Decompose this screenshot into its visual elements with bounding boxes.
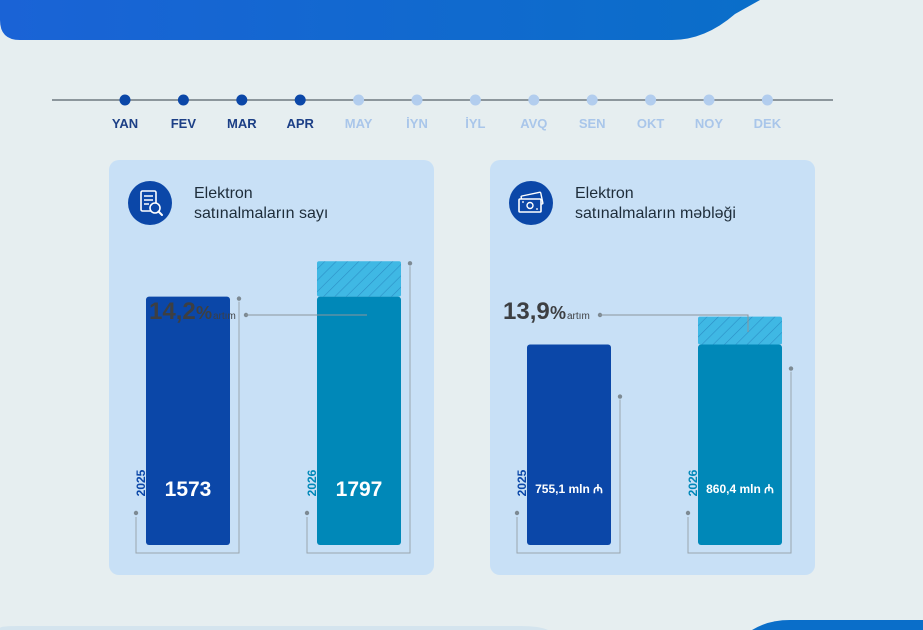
document-search-icon: [128, 181, 172, 225]
bar-2026-increase: [317, 261, 401, 297]
month-label: AVQ: [520, 116, 548, 131]
bar-2026: [317, 296, 401, 545]
month-label: OKT: [636, 116, 665, 131]
amount-bar-chart: 2025 2026 755,1 mln ₼ 860,4 mln ₼ 13,9% artım: [503, 298, 794, 554]
amount-card: Elektron satınalmaların məbləği 2025 2026…: [490, 160, 815, 575]
card-title: Elektron satınalmaların məbləği: [575, 185, 736, 222]
bar-2025: [146, 296, 230, 545]
increase-annotation: 13,9% artım: [503, 298, 749, 332]
month-label: NOY: [694, 116, 724, 131]
month-dot-avq: [528, 94, 540, 106]
month-dot-i̇yn: [411, 94, 423, 106]
increase-word: artım: [567, 311, 590, 322]
value-label: 1573: [165, 478, 212, 501]
month-dot-yan: [119, 94, 131, 106]
month-dot-okt: [645, 94, 657, 106]
month-label: SEN: [578, 116, 606, 131]
year-label: 2025: [515, 469, 529, 496]
month-dot-noy: [703, 94, 715, 106]
bar-2025: [527, 344, 611, 545]
bar-bracket-2025: [514, 394, 623, 554]
month-label: İYL: [465, 116, 486, 131]
month-label: APR: [286, 116, 314, 131]
value-label: 1797: [336, 478, 383, 501]
banknotes-icon: [509, 181, 553, 225]
increase-value: 14,2: [149, 298, 196, 325]
increase-unit: %: [196, 303, 212, 323]
month-label: MAY: [344, 116, 373, 131]
footer-band: [0, 620, 923, 630]
increase-annotation: 14,2% artım: [149, 298, 367, 325]
month-dot-sen: [586, 94, 598, 106]
month-label: MAR: [226, 116, 257, 131]
increase-value: 13,9: [503, 298, 550, 325]
card-title: Elektron satınalmaların sayı: [194, 185, 329, 222]
bar-2026-increase: [698, 316, 782, 345]
value-label: 755,1 mln ₼: [535, 482, 603, 496]
month-dot-dek: [761, 94, 773, 106]
year-label: 2026: [305, 469, 319, 496]
month-label: FEV: [170, 116, 197, 131]
year-label: 2026: [686, 469, 700, 496]
month-label: İYN: [406, 116, 428, 131]
count-bar-chart: 2025 2026 1573 1797 14,2% artım: [133, 261, 413, 554]
month-label: DEK: [753, 116, 782, 131]
bar-bracket-2025: [133, 296, 242, 554]
month-dot-may: [353, 94, 365, 106]
bar-2026: [698, 344, 782, 545]
increase-word: artım: [213, 311, 236, 322]
month-timeline: YAN FEV MAR APR MAY İYN İYL AVQ SEN OKT NOY DEK: [0, 0, 923, 140]
month-dot-fev: [177, 94, 189, 106]
month-dot-i̇yl: [469, 94, 481, 106]
bar-bracket-2026: [685, 366, 794, 554]
month-dot-mar: [236, 94, 248, 106]
year-label: 2025: [134, 469, 148, 496]
month-dot-apr: [294, 94, 306, 106]
increase-unit: %: [550, 303, 566, 323]
count-card: Elektron satınalmaların sayı 2025 2026 157…: [109, 160, 434, 575]
bar-bracket-2026: [304, 261, 413, 554]
value-label: 860,4 mln ₼: [706, 482, 774, 496]
month-label: YAN: [111, 116, 139, 131]
header-band: [0, 0, 760, 40]
